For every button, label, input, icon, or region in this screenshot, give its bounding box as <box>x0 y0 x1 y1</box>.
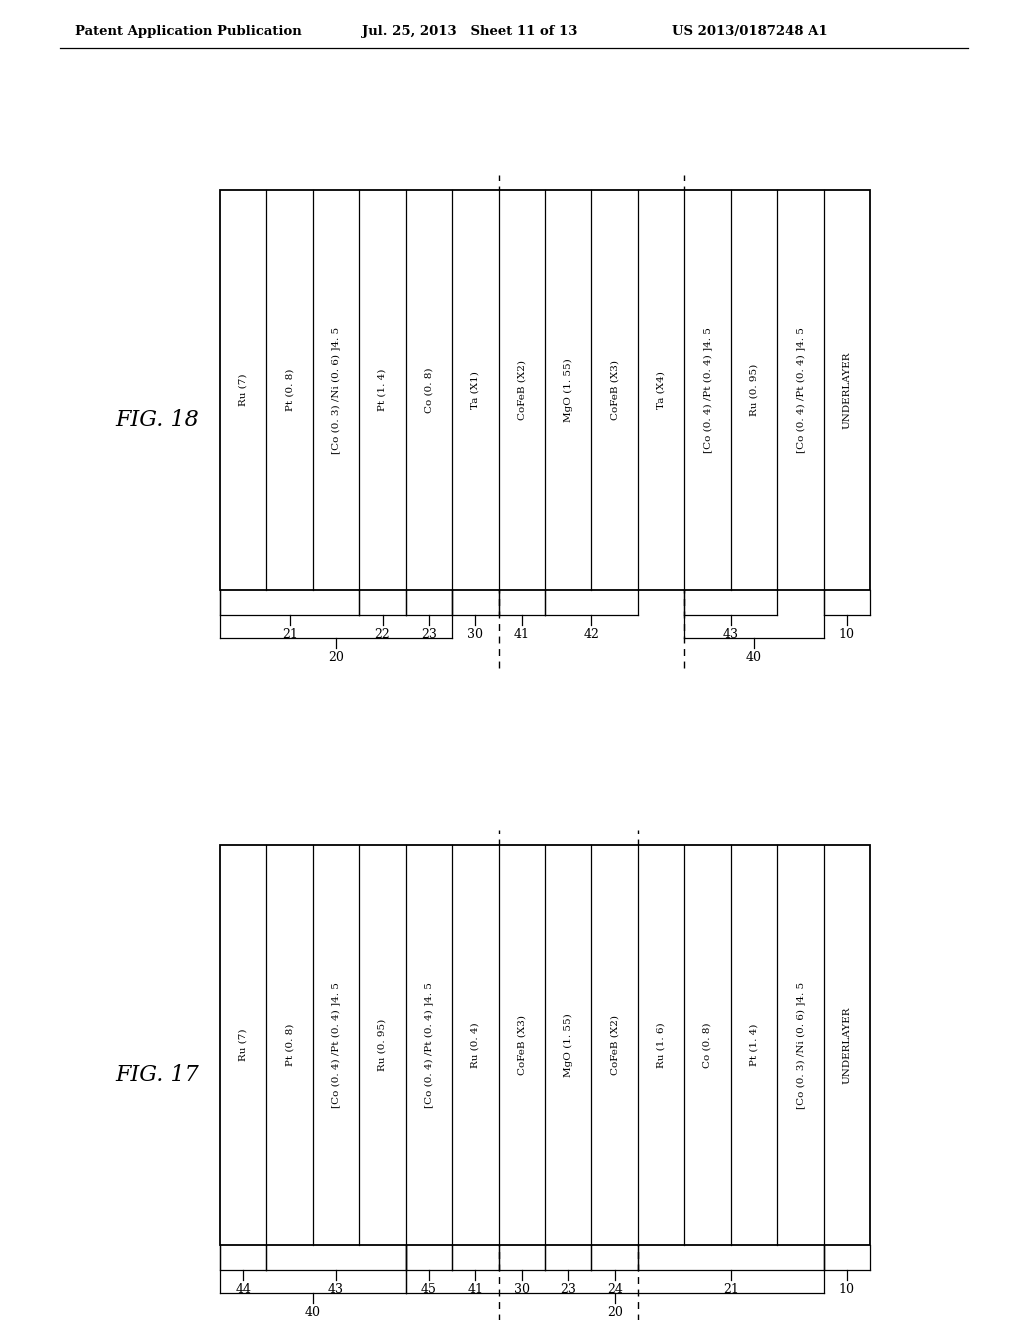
Text: CoFeB (X2): CoFeB (X2) <box>517 360 526 420</box>
Text: 20: 20 <box>606 1305 623 1319</box>
Text: [Co (0. 4) /Pt (0. 4) ]4. 5: [Co (0. 4) /Pt (0. 4) ]4. 5 <box>332 982 341 1107</box>
Text: Ru (0. 95): Ru (0. 95) <box>750 364 759 416</box>
Text: 10: 10 <box>839 628 855 642</box>
Text: [Co (0. 3) /Ni (0. 6) ]4. 5: [Co (0. 3) /Ni (0. 6) ]4. 5 <box>332 326 341 454</box>
Text: Pt (1. 4): Pt (1. 4) <box>378 368 387 412</box>
Text: 10: 10 <box>839 1283 855 1296</box>
Text: Pt (1. 4): Pt (1. 4) <box>750 1024 759 1067</box>
Text: Patent Application Publication: Patent Application Publication <box>75 25 302 38</box>
Text: Jul. 25, 2013   Sheet 11 of 13: Jul. 25, 2013 Sheet 11 of 13 <box>362 25 578 38</box>
Text: CoFeB (X2): CoFeB (X2) <box>610 1015 620 1074</box>
Text: Ru (0. 4): Ru (0. 4) <box>471 1022 480 1068</box>
Text: US 2013/0187248 A1: US 2013/0187248 A1 <box>672 25 827 38</box>
Text: UNDERLAYER: UNDERLAYER <box>843 1006 851 1084</box>
Text: 40: 40 <box>745 651 762 664</box>
Text: Ta (X1): Ta (X1) <box>471 371 480 409</box>
Text: 22: 22 <box>375 628 390 642</box>
Text: Ru (7): Ru (7) <box>239 374 248 407</box>
Text: 30: 30 <box>467 628 483 642</box>
Text: 40: 40 <box>305 1305 321 1319</box>
Text: FIG. 17: FIG. 17 <box>115 1064 199 1086</box>
Text: 43: 43 <box>328 1283 344 1296</box>
Text: UNDERLAYER: UNDERLAYER <box>843 351 851 429</box>
Text: 30: 30 <box>514 1283 529 1296</box>
Text: 21: 21 <box>723 1283 738 1296</box>
Text: Ta (X4): Ta (X4) <box>656 371 666 409</box>
Text: Ru (0. 95): Ru (0. 95) <box>378 1019 387 1071</box>
Bar <box>220 190 870 590</box>
Text: 41: 41 <box>514 628 529 642</box>
Text: 23: 23 <box>421 628 437 642</box>
Text: Co (0. 8): Co (0. 8) <box>424 367 433 413</box>
Text: 20: 20 <box>328 651 344 664</box>
Text: Pt (0. 8): Pt (0. 8) <box>285 368 294 412</box>
Text: 24: 24 <box>606 1283 623 1296</box>
Text: 44: 44 <box>236 1283 251 1296</box>
Text: 43: 43 <box>723 628 738 642</box>
Text: Ru (1. 6): Ru (1. 6) <box>656 1022 666 1068</box>
Text: CoFeB (X3): CoFeB (X3) <box>610 360 620 420</box>
Text: Co (0. 8): Co (0. 8) <box>703 1022 712 1068</box>
Text: 21: 21 <box>282 628 298 642</box>
Text: 42: 42 <box>584 628 599 642</box>
Text: [Co (0. 4) /Pt (0. 4) ]4. 5: [Co (0. 4) /Pt (0. 4) ]4. 5 <box>424 982 433 1107</box>
Text: [Co (0. 4) /Pt (0. 4) ]4. 5: [Co (0. 4) /Pt (0. 4) ]4. 5 <box>703 327 712 453</box>
Text: Ru (7): Ru (7) <box>239 1028 248 1061</box>
Text: 41: 41 <box>467 1283 483 1296</box>
Bar <box>220 845 870 1245</box>
Text: 45: 45 <box>421 1283 437 1296</box>
Text: FIG. 18: FIG. 18 <box>115 409 199 432</box>
Text: Pt (0. 8): Pt (0. 8) <box>285 1024 294 1067</box>
Text: MgO (1. 55): MgO (1. 55) <box>563 1014 572 1077</box>
Text: [Co (0. 3) /Ni (0. 6) ]4. 5: [Co (0. 3) /Ni (0. 6) ]4. 5 <box>796 982 805 1109</box>
Text: [Co (0. 4) /Pt (0. 4) ]4. 5: [Co (0. 4) /Pt (0. 4) ]4. 5 <box>796 327 805 453</box>
Text: 23: 23 <box>560 1283 577 1296</box>
Text: MgO (1. 55): MgO (1. 55) <box>563 358 572 422</box>
Text: CoFeB (X3): CoFeB (X3) <box>517 1015 526 1074</box>
